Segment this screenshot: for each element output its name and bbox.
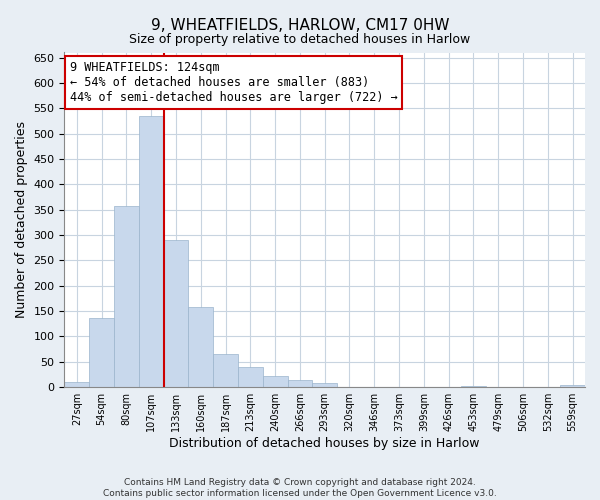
X-axis label: Distribution of detached houses by size in Harlow: Distribution of detached houses by size …	[169, 437, 480, 450]
Bar	[313, 383, 337, 387]
Text: Size of property relative to detached houses in Harlow: Size of property relative to detached ho…	[130, 32, 470, 46]
Bar	[64, 382, 89, 387]
Bar	[164, 240, 188, 387]
Bar	[238, 367, 263, 387]
Bar	[560, 385, 585, 387]
Y-axis label: Number of detached properties: Number of detached properties	[15, 122, 28, 318]
Bar	[114, 206, 139, 387]
Bar	[139, 116, 164, 387]
Bar	[89, 318, 114, 387]
Bar	[287, 380, 313, 387]
Bar	[263, 376, 287, 387]
Bar	[461, 386, 486, 387]
Text: 9, WHEATFIELDS, HARLOW, CM17 0HW: 9, WHEATFIELDS, HARLOW, CM17 0HW	[151, 18, 449, 32]
Bar	[213, 354, 238, 387]
Text: Contains HM Land Registry data © Crown copyright and database right 2024.
Contai: Contains HM Land Registry data © Crown c…	[103, 478, 497, 498]
Text: 9 WHEATFIELDS: 124sqm
← 54% of detached houses are smaller (883)
44% of semi-det: 9 WHEATFIELDS: 124sqm ← 54% of detached …	[70, 61, 397, 104]
Bar	[188, 307, 213, 387]
